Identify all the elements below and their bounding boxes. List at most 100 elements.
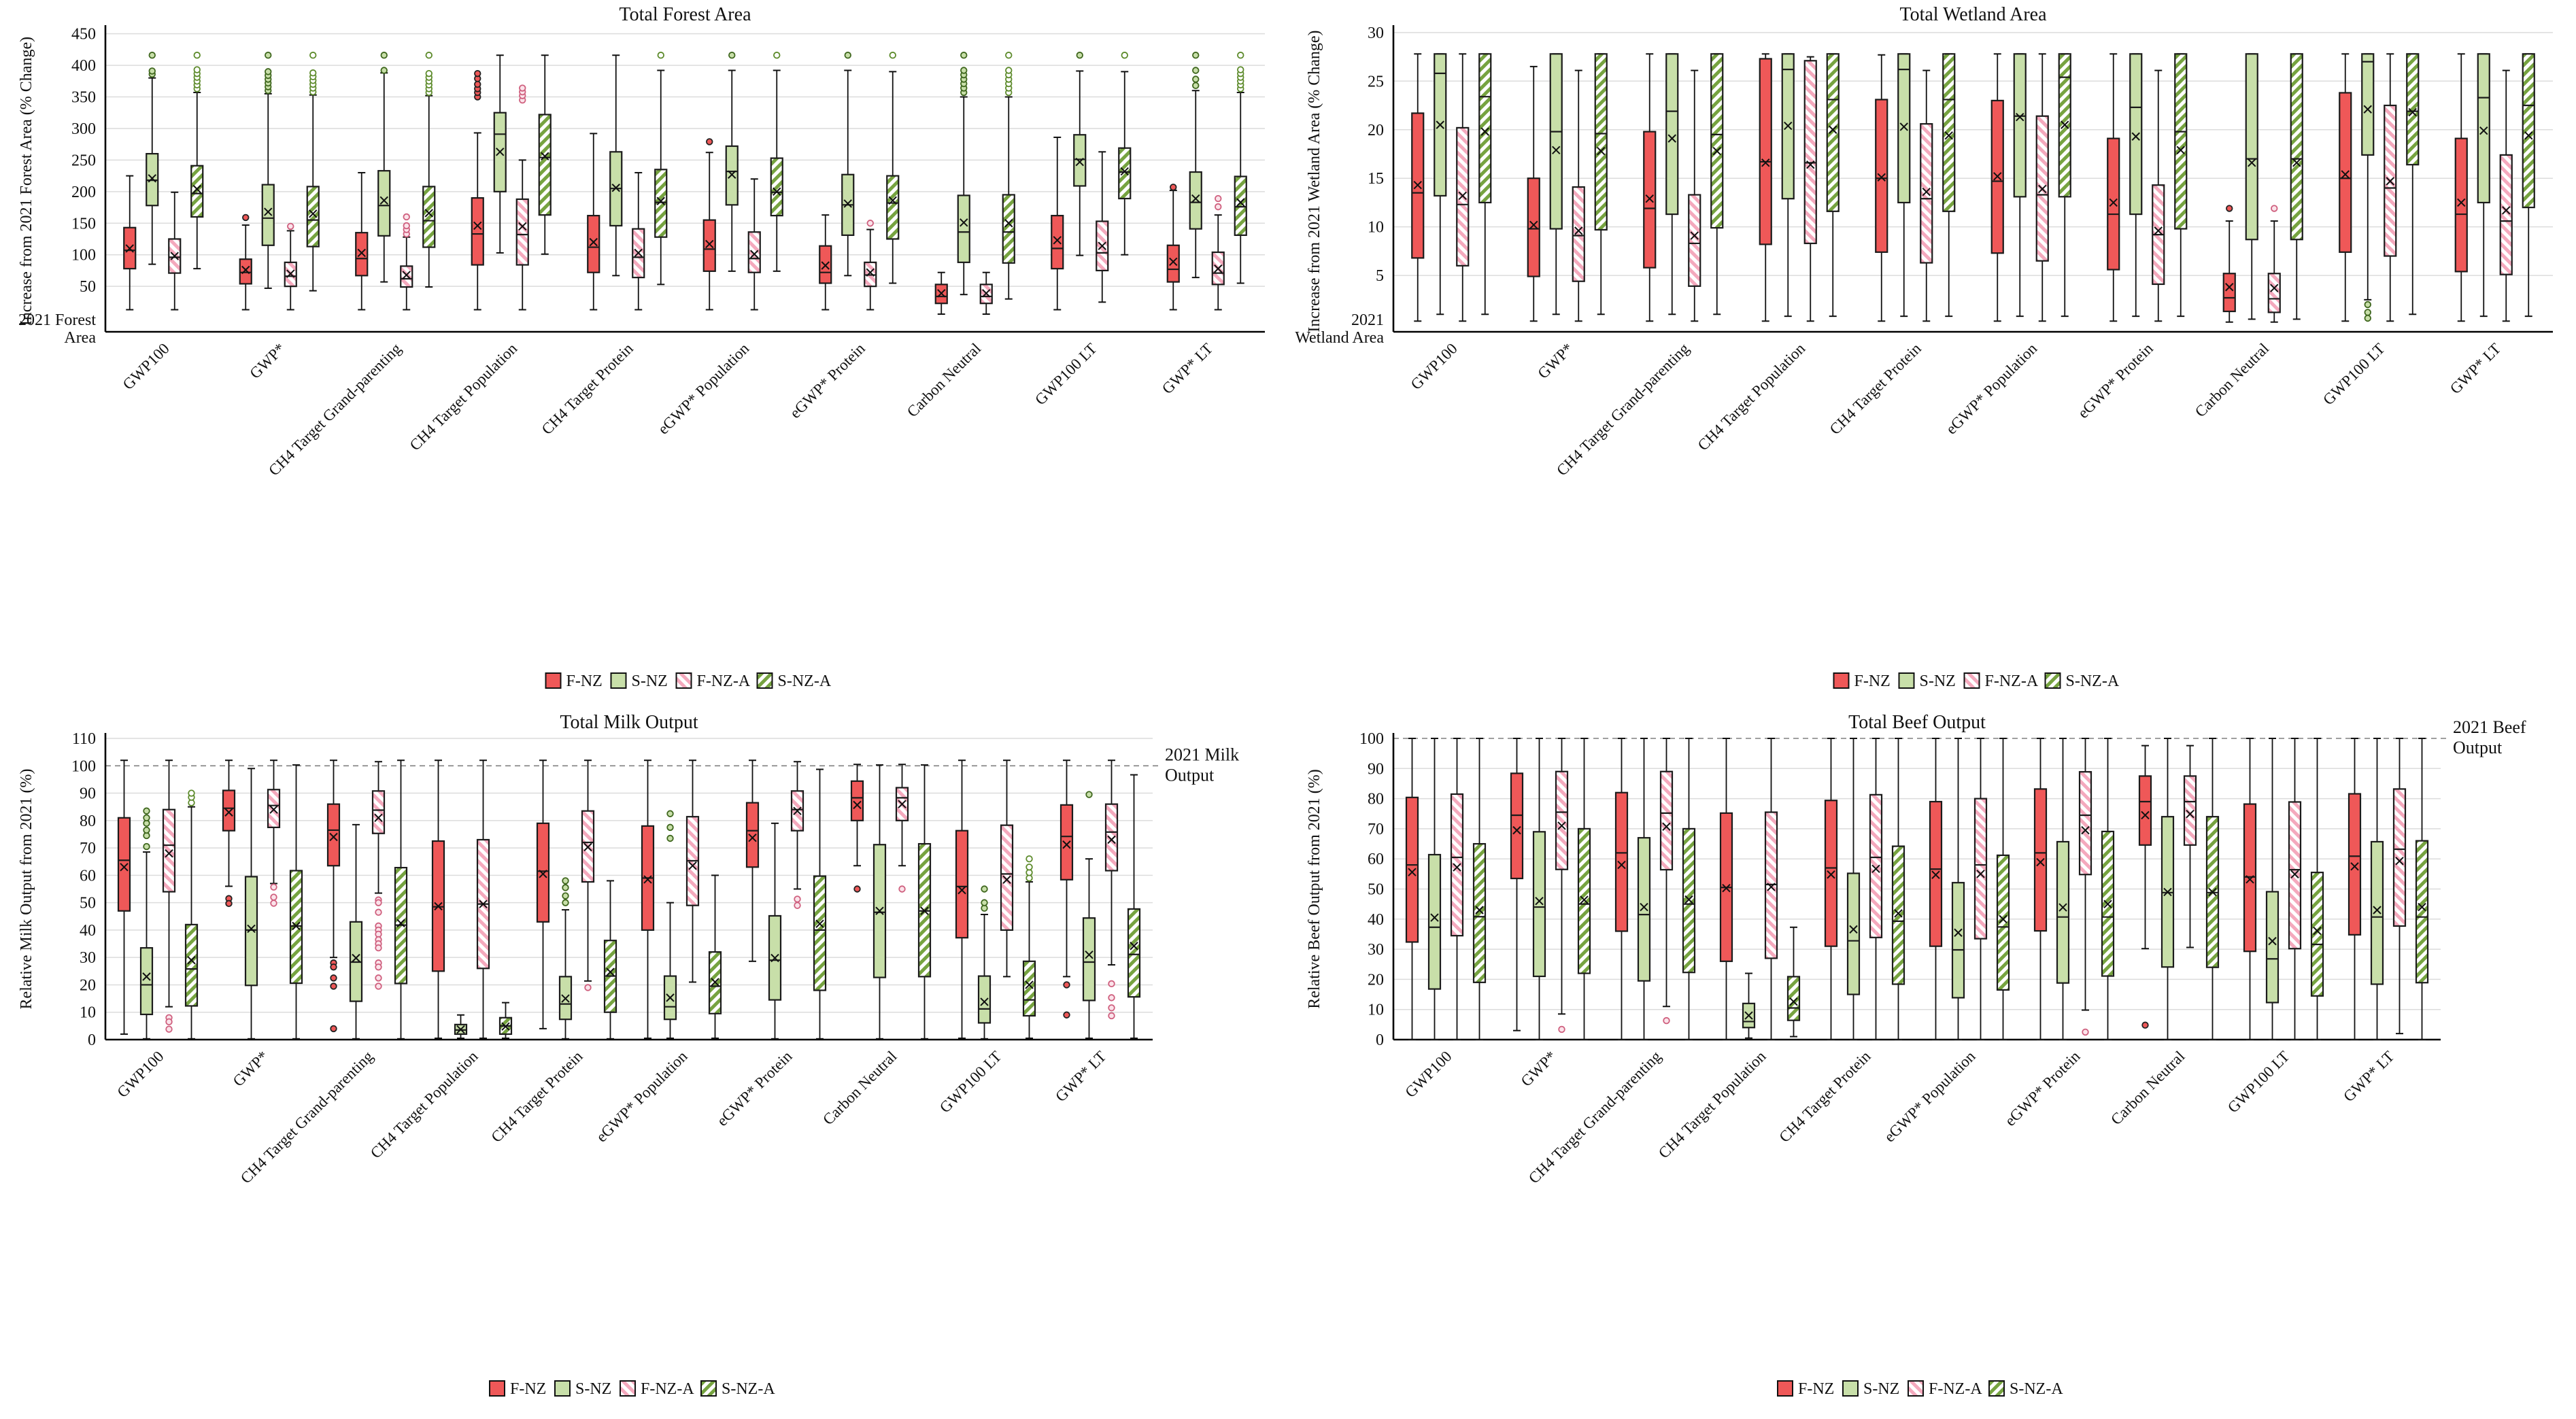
box-F-NZ-3 (1759, 53, 1772, 322)
outlier-point (375, 982, 382, 990)
series-F-NZ (1411, 53, 2468, 323)
legend: F-NZ S-NZ F-NZ-A S-NZ-A (545, 672, 832, 690)
outlier-point (193, 66, 201, 73)
box-F-NZ-A-9 (1104, 759, 1119, 1020)
box-F-NZ-1 (222, 759, 236, 908)
legend: F-NZ S-NZ F-NZ-A S-NZ-A (489, 1380, 775, 1398)
box-F-NZ-4 (1875, 54, 1888, 322)
outlier-point (270, 883, 277, 891)
legend-swatch-F-NZ (545, 672, 562, 689)
outlier-point (1026, 864, 1033, 871)
y-tick-label: 20 (1368, 971, 1384, 989)
box-S-NZ-6 (2056, 738, 2070, 1040)
outlier-point (265, 52, 272, 59)
outlier-point (1170, 184, 1177, 191)
box-F-NZ-9 (2348, 738, 2362, 1040)
outlier-point (2271, 205, 2278, 212)
outlier-point (1192, 82, 1200, 89)
outlier-point (562, 877, 569, 885)
outlier-point (242, 213, 250, 222)
box-S-NZ-A-5 (708, 874, 722, 1039)
outlier-point (794, 902, 801, 909)
box-F-NZ-5 (702, 138, 716, 311)
legend-label: S-NZ-A (722, 1380, 775, 1398)
box-F-NZ-0 (117, 759, 131, 1035)
outlier-point (866, 220, 874, 227)
box-F-NZ-A-7 (895, 764, 909, 893)
outlier-point (1063, 981, 1070, 989)
gridlines: 30 25 20 15 10 5 (1368, 24, 2553, 285)
box-S-NZ-3 (454, 1014, 468, 1039)
chart-title: Total Milk Output (560, 712, 698, 733)
series-F-NZ-A (168, 84, 1225, 315)
series-S-NZ-A (190, 52, 1247, 300)
outlier-point (853, 885, 861, 893)
box-S-NZ-A-4 (1891, 738, 1905, 1040)
box-S-NZ-1 (1532, 738, 1546, 1040)
legend-swatch-F-NZ-A (675, 672, 692, 689)
outlier-point (2364, 309, 2371, 316)
outlier-point (1108, 1012, 1115, 1020)
box-S-NZ-A-2 (394, 759, 408, 1040)
legend-swatch-S-NZ-A (756, 672, 773, 689)
x-tick-label: GWP* (230, 1048, 272, 1090)
box-S-NZ-2 (1637, 738, 1651, 1040)
y-tick-label: 110 (72, 730, 96, 748)
box-S-NZ-2 (349, 823, 363, 1040)
box-F-NZ-A-1 (284, 222, 297, 311)
x-tick-label: GWP100 (1402, 1048, 1455, 1101)
x-tick-label: GWP100 (114, 1048, 167, 1101)
box-F-NZ-5 (1990, 53, 2004, 322)
box-S-NZ-1 (1549, 53, 1563, 315)
legend-label: F-NZ (1854, 672, 1891, 690)
box-S-NZ-9 (1189, 52, 1202, 279)
outlier-point (425, 52, 433, 59)
outlier-point (2141, 1021, 2149, 1029)
outlier-point (960, 67, 968, 74)
box-F-NZ-A-8 (2288, 738, 2302, 1040)
box-F-NZ-A-8 (1096, 151, 1109, 303)
series-S-NZ (139, 764, 1096, 1040)
y-tick-label: 0 (88, 1031, 96, 1049)
baseline-label: Wetland Area (1295, 329, 1384, 347)
x-tick-label: CH4 Target Protein (488, 1048, 586, 1146)
box-S-NZ-A-1 (306, 52, 320, 292)
outlier-point (706, 138, 713, 146)
y-tick-label: 40 (80, 922, 96, 940)
x-tick-label: eGWP* Protein (713, 1048, 796, 1130)
outlier-point (1192, 52, 1200, 59)
x-tick-label: CH4 Target Grand-parenting (1553, 340, 1693, 479)
legend-label: F-NZ-A (1929, 1380, 1982, 1398)
chart-title: Total Forest Area (620, 4, 752, 25)
x-tick-label: GWP* (1534, 340, 1576, 382)
outlier-point (2226, 205, 2233, 212)
outlier-point (193, 52, 201, 59)
reference-annotation: 2021 Beef (2453, 717, 2526, 737)
box-S-NZ-A-0 (1478, 53, 1492, 315)
box-S-NZ-A-7 (2205, 738, 2220, 1040)
box-S-NZ-A-6 (813, 768, 827, 1040)
outlier-point (1108, 994, 1115, 1002)
box-S-NZ-A-2 (422, 52, 436, 288)
box-F-NZ-A-3 (1803, 56, 1817, 322)
outlier-point (143, 842, 150, 851)
legend-label: S-NZ-A (2010, 1380, 2063, 1398)
x-tick-label: CH4 Target Protein (1776, 1048, 1874, 1146)
box-S-NZ-A-3 (1786, 926, 1801, 1038)
outlier-point (270, 900, 277, 907)
box-S-NZ-9 (2370, 738, 2384, 1040)
x-tick-label: GWP* LT (1052, 1048, 1109, 1105)
series-F-NZ-A (162, 759, 1119, 1039)
y-tick-label: 20 (1368, 122, 1384, 139)
box-F-NZ-A-1 (1555, 738, 1569, 1033)
y-tick-label: 20 (80, 976, 96, 994)
box-F-NZ-1 (1510, 738, 1524, 1031)
y-tick-label: 70 (80, 840, 96, 857)
box-S-NZ-A-9 (2522, 53, 2535, 318)
x-tick-label: eGWP* Protein (2075, 340, 2157, 422)
box-S-NZ-2 (377, 52, 391, 283)
